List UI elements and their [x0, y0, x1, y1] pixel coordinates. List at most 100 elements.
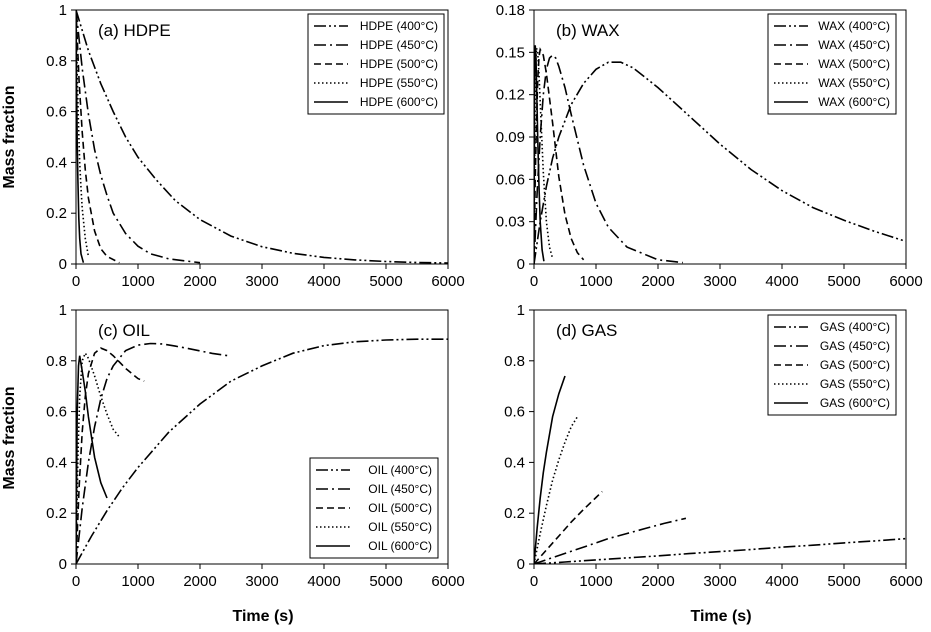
- y-tick-label: 0.15: [496, 44, 525, 61]
- chart-panels: 0 1000 2000 3000 4000 5000 600000.20.40.60.81(…: [46, 2, 923, 590]
- x-tick-label: 0: [72, 273, 80, 290]
- y-tick-label: 0.6: [46, 104, 67, 121]
- x-tick-label: 0: [530, 573, 538, 590]
- series-line-0: [76, 338, 448, 564]
- y-tick-label: 0.06: [496, 171, 525, 188]
- series-line-4: [76, 10, 85, 263]
- y-tick-label: 0.09: [496, 129, 525, 146]
- series-line-0: [76, 10, 448, 264]
- series-line-2: [76, 347, 145, 564]
- legend-label: WAX (450°C): [818, 38, 890, 52]
- legend-label: HDPE (500°C): [360, 57, 438, 71]
- y-tick-label: 0.2: [46, 505, 67, 522]
- panel-title: (b) WAX: [556, 21, 620, 40]
- x-tick-label: 5000: [827, 273, 860, 290]
- panel-title: (c) OIL: [98, 321, 150, 340]
- legend-label: GAS (400°C): [820, 320, 890, 334]
- y-tick-label: 0.8: [46, 353, 67, 370]
- y-tick-label: 0: [59, 256, 67, 273]
- y-tick-label: 0.8: [504, 353, 525, 370]
- x-tick-label: 3000: [703, 273, 736, 290]
- legend-label: HDPE (450°C): [360, 38, 438, 52]
- series-line-1: [534, 54, 683, 264]
- y-tick-label: 0.4: [46, 154, 67, 171]
- y-axis-label-bottom: Mass fraction: [1, 386, 18, 489]
- y-tick-label: 0.6: [46, 404, 67, 421]
- y-axis-label-top: Mass fraction: [1, 85, 18, 188]
- chart-panel-2: 0 1000 2000 3000 4000 5000 6000 0 0.2 0.4 0.6 0.8 1 (…: [46, 302, 465, 590]
- legend-label: GAS (550°C): [820, 377, 890, 391]
- legend-label: HDPE (550°C): [360, 76, 438, 90]
- x-tick-label: 6000: [889, 573, 922, 590]
- y-tick-label: 0.12: [496, 87, 525, 104]
- y-tick-label: 0.2: [46, 205, 67, 222]
- series-line-1: [76, 342, 229, 564]
- x-tick-label: 4000: [307, 273, 340, 290]
- chart-panel-3: 0 1000 2000 3000 4000 5000 6000 0 0.2 0.4 0.6 0.8 1 (…: [504, 302, 923, 590]
- x-tick-label: 6000: [889, 273, 922, 290]
- y-tick-label: 0.4: [46, 454, 67, 471]
- x-tick-label: 2000: [641, 573, 674, 590]
- legend-label: WAX (600°C): [818, 95, 890, 109]
- x-tick-label: 2000: [641, 273, 674, 290]
- x-tick-label: 2000: [183, 273, 216, 290]
- legend-label: OIL (400°C): [368, 463, 432, 477]
- x-tick-label: 1000: [579, 273, 612, 290]
- x-tick-label: 3000: [245, 573, 278, 590]
- x-tick-label: 1000: [579, 573, 612, 590]
- series-line-4: [76, 355, 108, 564]
- chart-panel-0: 0 1000 2000 3000 4000 5000 6000 0 0.2 0.4 0.6 0.8 1 (…: [46, 2, 465, 290]
- x-tick-label: 1000: [121, 573, 154, 590]
- series-line-2: [534, 491, 603, 564]
- x-tick-label: 0: [72, 573, 80, 590]
- series-line-3: [534, 416, 579, 564]
- legend-label: GAS (600°C): [820, 396, 890, 410]
- legend: WAX (400°C) WAX (450°C) WAX (500°C) WAX (55…: [767, 13, 897, 115]
- legend-label: OIL (450°C): [368, 482, 432, 496]
- y-tick-label: 1: [59, 302, 67, 319]
- x-tick-label: 2000: [183, 573, 216, 590]
- x-tick-label: 1000: [121, 273, 154, 290]
- x-tick-label: 6000: [431, 573, 464, 590]
- legend-label: OIL (500°C): [368, 501, 432, 515]
- legend: GAS (400°C) GAS (450°C) GAS (500°C) GAS (55…: [767, 314, 897, 416]
- x-tick-label: 3000: [245, 273, 278, 290]
- y-tick-label: 0.8: [46, 53, 67, 70]
- x-tick-label: 5000: [827, 573, 860, 590]
- series-line-1: [534, 517, 687, 564]
- series-line-4: [534, 375, 566, 564]
- y-tick-label: 0: [59, 556, 67, 573]
- legend-label: GAS (500°C): [820, 358, 890, 372]
- legend-label: OIL (600°C): [368, 539, 432, 553]
- y-tick-label: 0: [517, 256, 525, 273]
- series-line-0: [534, 61, 906, 264]
- x-tick-label: 5000: [369, 273, 402, 290]
- legend: HDPE (400°C) HDPE (450°C) HDPE (500°C) HDPE…: [307, 13, 445, 115]
- x-axis-label-left: Time (s): [232, 608, 293, 625]
- legend-label: HDPE (400°C): [360, 19, 438, 33]
- panel-title: (d) GAS: [556, 321, 617, 340]
- x-tick-label: 5000: [369, 573, 402, 590]
- x-tick-label: 0: [530, 273, 538, 290]
- y-tick-label: 1: [517, 302, 525, 319]
- series-line-2: [76, 10, 120, 264]
- x-tick-label: 3000: [703, 573, 736, 590]
- y-tick-label: 0.6: [504, 404, 525, 421]
- x-tick-label: 4000: [765, 573, 798, 590]
- y-tick-label: 0.18: [496, 2, 525, 19]
- chart-panel-1: 0 1000 2000 3000 4000 5000 6000 0 0.03 0.06 0.09 0.…: [496, 2, 923, 290]
- series-line-1: [76, 10, 201, 264]
- x-axis-label-right: Time (s): [690, 608, 751, 625]
- panel-title: (a) HDPE: [98, 21, 171, 40]
- x-tick-label: 4000: [765, 273, 798, 290]
- y-tick-label: 0.2: [504, 505, 525, 522]
- legend-label: GAS (450°C): [820, 339, 890, 353]
- legend: OIL (400°C) OIL (450°C) OIL (500°C) OIL (55…: [309, 457, 439, 559]
- x-tick-label: 4000: [307, 573, 340, 590]
- series-line-0: [534, 537, 906, 564]
- y-tick-label: 1: [59, 2, 67, 19]
- x-tick-label: 6000: [431, 273, 464, 290]
- legend-label: WAX (500°C): [818, 57, 890, 71]
- y-tick-label: 0: [517, 556, 525, 573]
